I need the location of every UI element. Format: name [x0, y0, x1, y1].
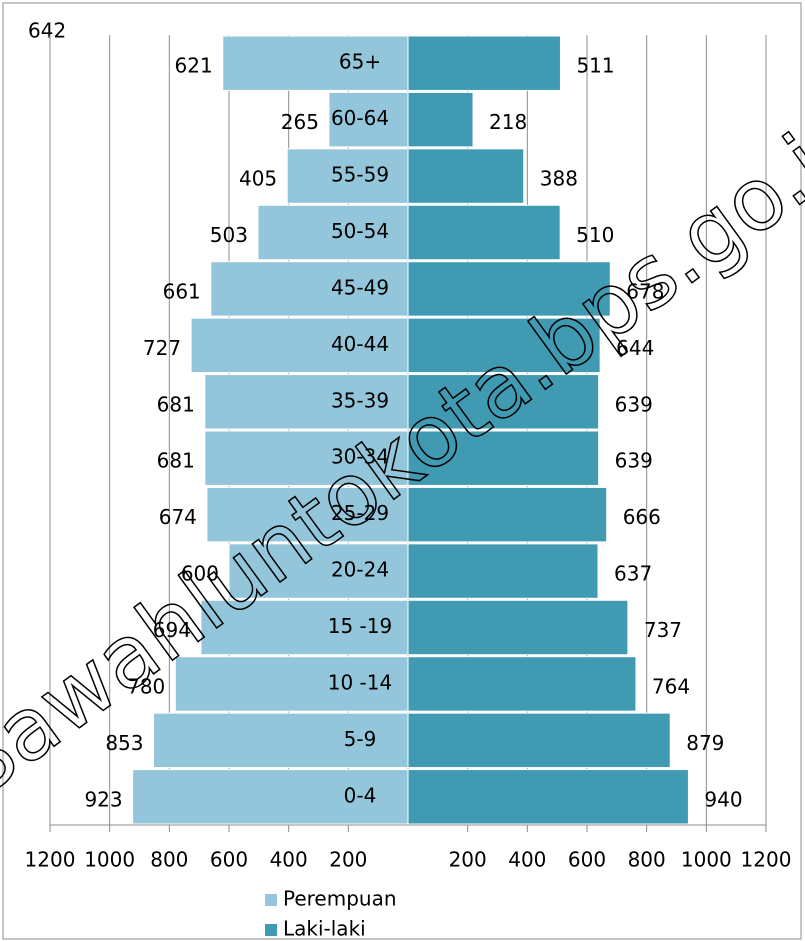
bar: [257, 204, 409, 261]
x-tick-label: 200: [329, 848, 367, 872]
x-tick-label: 400: [508, 848, 546, 872]
bar: [407, 769, 689, 825]
data-label: 405: [239, 167, 277, 191]
bar: [286, 148, 409, 204]
category-label: 35-39: [331, 388, 389, 412]
data-label: 661: [163, 279, 201, 303]
bar: [204, 374, 409, 430]
x-tick-label: 800: [628, 848, 666, 872]
legend-label: Laki-laki: [283, 917, 366, 941]
bar: [407, 317, 601, 374]
legend-swatch: [265, 924, 277, 936]
data-label: 737: [644, 618, 682, 642]
bar: [200, 599, 409, 656]
data-label: 853: [105, 731, 143, 755]
data-label: 511: [576, 54, 614, 78]
bar: [222, 35, 409, 91]
legend-swatch: [265, 894, 277, 906]
bar: [228, 543, 409, 599]
data-label: 681: [157, 392, 195, 416]
data-label: 678: [626, 279, 664, 303]
data-label: 764: [652, 674, 690, 698]
category-label: 25-29: [331, 501, 389, 525]
bar: [407, 599, 629, 656]
category-label: 5-9: [344, 727, 377, 751]
bar: [407, 374, 600, 430]
data-label: 644: [616, 336, 654, 360]
bar: [407, 656, 637, 712]
bar: [407, 91, 474, 148]
bar: [132, 769, 409, 825]
bar: [190, 317, 409, 374]
data-label: 681: [157, 449, 195, 473]
bar: [210, 261, 409, 317]
x-tick-label: 600: [210, 848, 248, 872]
bar: [407, 204, 561, 261]
data-label: 666: [623, 505, 661, 529]
bar: [407, 712, 671, 769]
data-label: 265: [281, 110, 319, 134]
x-tick-label: 1000: [681, 848, 732, 872]
data-label: 694: [153, 618, 191, 642]
x-tick-label: 1000: [84, 848, 135, 872]
bar: [407, 35, 561, 91]
data-label: 727: [143, 336, 181, 360]
category-label: 0-4: [344, 783, 377, 807]
data-label: 388: [540, 167, 578, 191]
bar: [206, 486, 409, 543]
bar: [407, 543, 599, 599]
category-label: 10 -14: [328, 670, 392, 694]
legend-label: Perempuan: [283, 887, 397, 911]
data-label: 674: [159, 505, 197, 529]
category-label: 45-49: [331, 275, 389, 299]
x-tick-label: 800: [150, 848, 188, 872]
category-label: 50-54: [331, 219, 389, 243]
category-label: 60-64: [331, 106, 389, 130]
data-label: 510: [576, 223, 614, 247]
data-label: 879: [686, 731, 724, 755]
category-label: 20-24: [331, 558, 389, 582]
data-label: 940: [704, 787, 742, 811]
bar: [407, 261, 611, 317]
bar: [328, 91, 409, 148]
x-tick-label: 600: [568, 848, 606, 872]
data-label: 637: [614, 562, 652, 586]
annotation: 642: [28, 19, 66, 43]
bar: [204, 430, 409, 486]
category-label: 15 -19: [328, 614, 392, 638]
data-label: 600: [181, 562, 219, 586]
data-label: 621: [175, 54, 213, 78]
x-tick-label: 200: [449, 848, 487, 872]
x-tick-label: 1200: [741, 848, 792, 872]
category-label: 30-34: [331, 445, 389, 469]
category-label: 40-44: [331, 332, 389, 356]
bar: [174, 656, 409, 712]
data-label: 503: [210, 223, 248, 247]
data-label: 218: [489, 110, 527, 134]
bar: [407, 148, 525, 204]
category-label: 65+: [339, 50, 381, 74]
bar: [407, 486, 608, 543]
data-label: 639: [615, 449, 653, 473]
data-label: 639: [615, 392, 653, 416]
data-label: 780: [127, 674, 165, 698]
data-label: 923: [84, 787, 122, 811]
x-tick-label: 1200: [25, 848, 76, 872]
category-label: 55-59: [331, 163, 389, 187]
bar: [407, 430, 600, 486]
x-tick-label: 400: [270, 848, 308, 872]
